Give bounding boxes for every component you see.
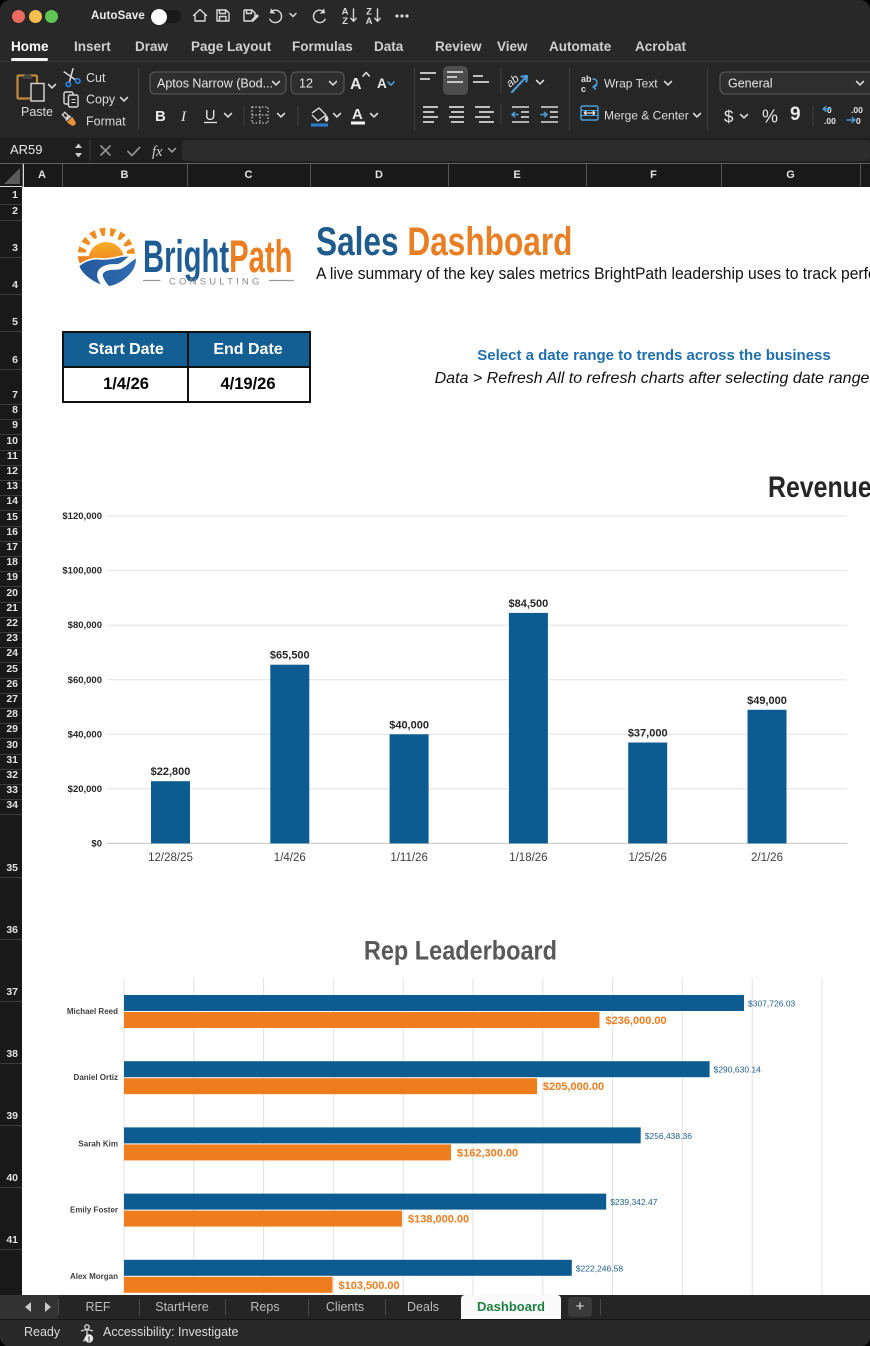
svg-text:1/4/26: 1/4/26 [274, 852, 306, 864]
svg-text:Wrap Text: Wrap Text [604, 77, 658, 91]
svg-text:$20,000: $20,000 [68, 784, 102, 795]
svg-text:!: ! [88, 1335, 91, 1344]
svg-text:A: A [350, 76, 362, 93]
svg-text:$120,000: $120,000 [62, 511, 102, 522]
svg-text:12/28/25: 12/28/25 [148, 852, 193, 864]
svg-text:Paste: Paste [21, 105, 53, 119]
svg-text:$60,000: $60,000 [68, 675, 102, 686]
svg-text:2/1/26: 2/1/26 [751, 852, 783, 864]
svg-text:$: $ [724, 107, 734, 126]
svg-text:CONSULTING: CONSULTING [169, 277, 263, 288]
svg-text:.00: .00 [824, 116, 836, 126]
svg-text:.00: .00 [851, 105, 863, 115]
svg-text:Emily Foster: Emily Foster [70, 1206, 118, 1215]
svg-text:$22,800: $22,800 [151, 766, 191, 778]
svg-text:B: B [155, 108, 166, 125]
svg-text:Aptos Narrow (Bod...: Aptos Narrow (Bod... [157, 77, 273, 91]
svg-text:Rep Leaderboard: Rep Leaderboard [364, 936, 557, 966]
svg-text:$0: $0 [91, 838, 102, 849]
svg-text:$40,000: $40,000 [389, 719, 429, 731]
svg-text:1/11/26: 1/11/26 [390, 852, 428, 864]
svg-text:$37,000: $37,000 [628, 728, 668, 740]
svg-text:BrightPath: BrightPath [143, 233, 292, 283]
svg-text:$236,000.00: $236,000.00 [606, 1015, 667, 1027]
svg-text:$40,000: $40,000 [68, 729, 102, 740]
svg-text:General: General [728, 77, 772, 91]
svg-text:0: 0 [827, 105, 832, 115]
svg-text:$205,000.00: $205,000.00 [543, 1081, 604, 1093]
svg-text:Z: Z [342, 16, 348, 27]
svg-text:12: 12 [299, 77, 313, 91]
svg-text:A: A [366, 16, 373, 27]
svg-text:1/25/26: 1/25/26 [629, 852, 667, 864]
svg-text:$256,438.36: $256,438.36 [645, 1131, 693, 1141]
svg-text:Revenue by Week: Revenue by Week [768, 470, 870, 504]
svg-text:Daniel Ortiz: Daniel Ortiz [74, 1073, 118, 1082]
svg-text:$162,300.00: $162,300.00 [457, 1147, 518, 1159]
svg-text:$80,000: $80,000 [68, 620, 102, 631]
svg-text:$239,342.47: $239,342.47 [610, 1197, 658, 1207]
svg-text:Z: Z [366, 7, 372, 18]
svg-text:$49,000: $49,000 [747, 695, 787, 707]
svg-text:0: 0 [856, 116, 861, 126]
svg-text:A: A [342, 7, 349, 18]
svg-text:U: U [205, 108, 215, 124]
svg-text:$103,500.00: $103,500.00 [339, 1280, 400, 1292]
svg-text:$290,630.14: $290,630.14 [714, 1065, 762, 1075]
svg-text:Michael Reed: Michael Reed [67, 1007, 118, 1016]
svg-text:ab: ab [581, 74, 592, 84]
svg-text:1/18/26: 1/18/26 [509, 852, 547, 864]
svg-text:Cut: Cut [86, 71, 106, 85]
svg-text:$307,726.03: $307,726.03 [748, 999, 796, 1009]
svg-text:fx: fx [152, 144, 163, 160]
svg-text:$65,500: $65,500 [270, 650, 310, 662]
svg-text:I: I [180, 109, 187, 125]
svg-text:$138,000.00: $138,000.00 [408, 1214, 469, 1226]
svg-text:Copy: Copy [86, 93, 116, 107]
svg-text:$84,500: $84,500 [509, 598, 549, 610]
svg-text:Alex Morgan: Alex Morgan [70, 1272, 118, 1281]
svg-text:$222,246.58: $222,246.58 [576, 1263, 624, 1273]
svg-text:%: % [762, 107, 778, 127]
svg-text:A: A [352, 106, 363, 123]
svg-text:A: A [377, 76, 387, 91]
svg-text:Sarah Kim: Sarah Kim [78, 1139, 118, 1148]
svg-text:$100,000: $100,000 [62, 566, 102, 577]
svg-text:ab: ab [504, 72, 522, 90]
svg-text:Merge & Center: Merge & Center [604, 109, 689, 123]
svg-text:c: c [581, 84, 586, 94]
svg-text:Format: Format [86, 115, 126, 129]
svg-text:9: 9 [790, 104, 801, 125]
